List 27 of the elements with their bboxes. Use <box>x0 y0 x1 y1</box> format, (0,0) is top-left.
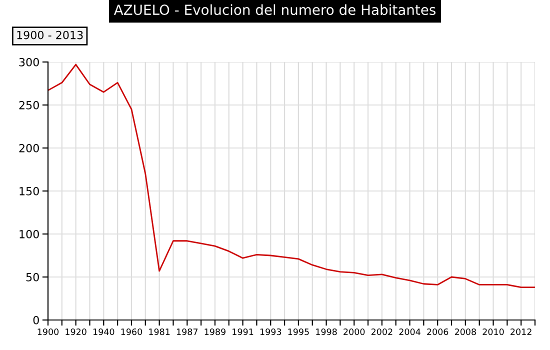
y-tick-label: 100 <box>20 230 39 238</box>
chart-subtitle: 1900 - 2013 <box>17 30 83 40</box>
x-tick-label: 2010 <box>482 328 504 336</box>
x-tick-label: 2002 <box>371 328 392 336</box>
x-tick-label: 1981 <box>149 328 170 336</box>
x-tick-label: 1960 <box>121 328 142 336</box>
x-tick-label: 1900 <box>38 328 59 336</box>
x-tick-label: 1993 <box>260 328 282 336</box>
x-tick-label: 2012 <box>510 328 532 336</box>
y-tick-label: 200 <box>19 144 39 152</box>
x-tick-label: 2006 <box>427 328 448 336</box>
chart-title: AZUELO - Evolucion del numero de Habitantes <box>114 4 436 16</box>
x-tick-label: 1989 <box>204 328 226 336</box>
x-tick-label: 1995 <box>288 328 309 336</box>
x-tick-label: 1998 <box>316 328 337 336</box>
x-tick-label: 2004 <box>399 328 420 336</box>
x-tick-label: 2000 <box>344 328 365 336</box>
y-tick-label: 0 <box>33 316 39 324</box>
x-tick-label: 1920 <box>66 328 86 336</box>
y-tick-label: 250 <box>19 100 39 110</box>
y-tick-label: 150 <box>20 186 39 196</box>
x-tick-label: 2008 <box>454 328 476 336</box>
y-tick-label: 50 <box>26 272 39 282</box>
x-tick-label: 1940 <box>93 328 114 336</box>
x-tick-label: 1991 <box>232 328 254 336</box>
y-tick-label: 300 <box>19 58 39 66</box>
x-tick-label: 1987 <box>176 328 198 336</box>
